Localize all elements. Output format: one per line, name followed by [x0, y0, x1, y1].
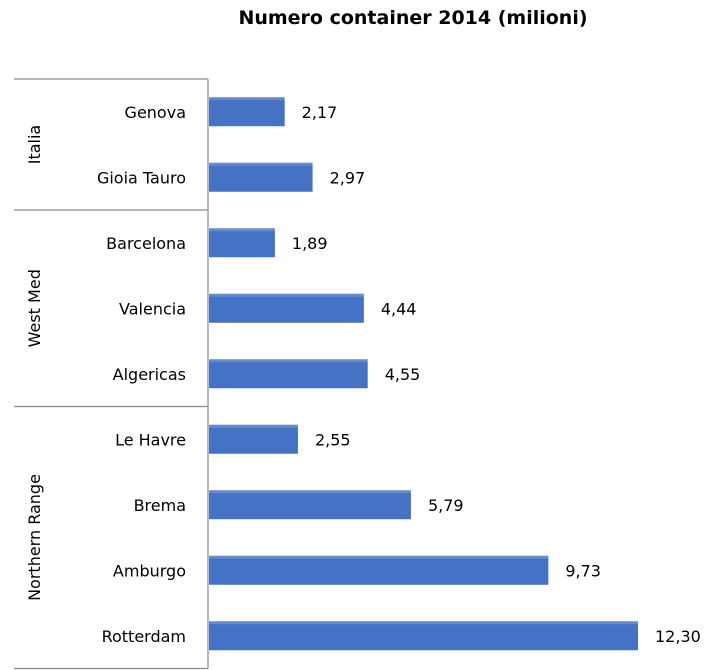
bar-highlight-algericas	[209, 359, 368, 363]
group-label-italia: Italia	[25, 125, 44, 165]
category-label-rotterdam: Rotterdam	[102, 627, 186, 646]
category-label-genova: Genova	[125, 103, 186, 122]
category-label-algericas: Algericas	[113, 365, 186, 384]
bar-highlight-brema	[209, 490, 411, 494]
bar-series	[209, 97, 638, 651]
value-label-barcelona: 1,89	[292, 234, 328, 253]
group-label-west-med: West Med	[25, 269, 44, 347]
category-label-valencia: Valencia	[119, 299, 186, 318]
bar-highlight-rotterdam	[209, 621, 638, 625]
chart-title: Numero container 2014 (milioni)	[238, 7, 587, 29]
bar-valencia	[209, 293, 364, 323]
category-label-amburgo: Amburgo	[113, 561, 186, 580]
bar-highlight-le-havre	[209, 424, 298, 428]
bar-highlight-valencia	[209, 293, 364, 297]
bar-gioia-tauro	[209, 162, 313, 192]
bar-genova	[209, 97, 285, 127]
bar-highlight-gioia-tauro	[209, 162, 313, 166]
value-label-rotterdam: 12,30	[655, 627, 701, 646]
category-label-le-havre: Le Havre	[115, 430, 186, 449]
value-label-brema: 5,79	[428, 496, 464, 515]
group-labels: Italia West Med Northern Range	[25, 125, 44, 601]
bar-le-havre	[209, 424, 298, 454]
category-label-gioia-tauro: Gioia Tauro	[97, 168, 186, 187]
category-label-brema: Brema	[134, 496, 186, 515]
bar-barcelona	[209, 228, 275, 258]
group-label-northern-range: Northern Range	[25, 474, 44, 601]
value-label-le-havre: 2,55	[315, 430, 351, 449]
bar-rotterdam	[209, 621, 638, 651]
value-label-valencia: 4,44	[381, 299, 417, 318]
bar-highlight-barcelona	[209, 228, 275, 232]
value-labels: 2,17 2,97 1,89 4,44 4,55 2,55 5,79 9,73 12,30	[292, 103, 701, 646]
value-label-genova: 2,17	[302, 103, 338, 122]
value-label-amburgo: 9,73	[565, 561, 601, 580]
bar-highlight-genova	[209, 97, 285, 101]
bar-highlight-amburgo	[209, 555, 549, 559]
value-label-algericas: 4,55	[385, 365, 421, 384]
bar-brema	[209, 490, 411, 520]
category-labels: Genova Gioia Tauro Barcelona Valencia Algeri…	[97, 103, 186, 646]
category-label-barcelona: Barcelona	[106, 234, 186, 253]
bar-algericas	[209, 359, 368, 389]
bar-amburgo	[209, 555, 549, 585]
chart-axes	[14, 78, 209, 670]
value-label-gioia-tauro: 2,97	[330, 168, 366, 187]
